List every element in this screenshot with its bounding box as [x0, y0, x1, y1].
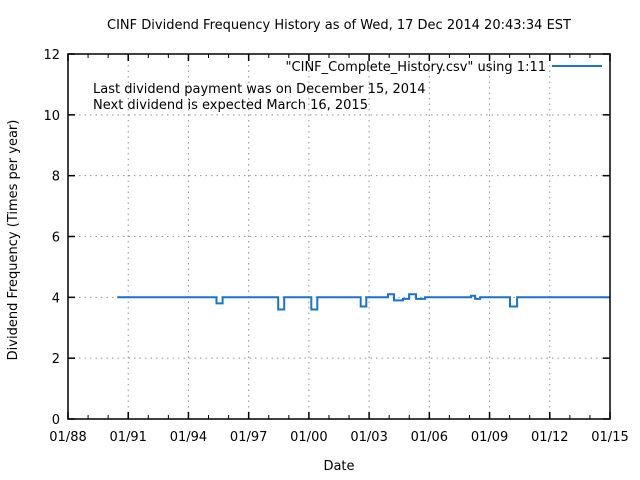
x-tick-label: 01/94 — [170, 430, 207, 445]
legend: "CINF_Complete_History.csv" using 1:11 — [286, 60, 602, 75]
chart-title: CINF Dividend Frequency History as of We… — [107, 18, 571, 33]
x-tick-label: 01/97 — [230, 430, 267, 445]
x-tick-label: 01/15 — [591, 430, 628, 445]
dividend-frequency-line — [117, 293, 610, 311]
x-tick-label: 01/12 — [531, 430, 568, 445]
x-tick-label: 01/88 — [49, 430, 86, 445]
y-tick-label: 12 — [43, 48, 60, 63]
annotation-next-dividend: Next dividend is expected March 16, 2015 — [93, 98, 368, 113]
series-layer — [117, 293, 610, 311]
x-tick-label: 01/09 — [471, 430, 508, 445]
annotations: Last dividend payment was on December 15… — [93, 82, 426, 113]
x-axis-label: Date — [323, 459, 354, 474]
y-tick-label: 4 — [52, 291, 60, 306]
x-tick-label: 01/00 — [290, 430, 327, 445]
y-tick-label: 8 — [52, 170, 60, 185]
annotation-last-dividend: Last dividend payment was on December 15… — [93, 82, 426, 97]
y-tick-label: 6 — [52, 231, 60, 246]
legend-label: "CINF_Complete_History.csv" using 1:11 — [286, 60, 546, 75]
tick-label-layer: 01/88 01/91 01/94 01/97 01/00 01/03 01/06 01/09… — [43, 48, 628, 445]
y-axis-label: Dividend Frequency (Times per year) — [6, 120, 21, 361]
y-tick-label: 2 — [52, 352, 60, 367]
x-tick-label: 01/06 — [411, 430, 448, 445]
y-tick-label: 0 — [52, 413, 60, 428]
plot-border — [67, 53, 611, 420]
x-tick-label: 01/03 — [350, 430, 387, 445]
x-tick-label: 01/91 — [109, 430, 146, 445]
y-tick-label: 10 — [43, 109, 60, 124]
